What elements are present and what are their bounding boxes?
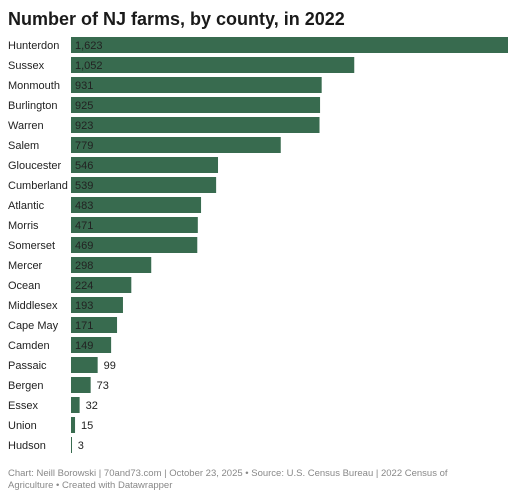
value-label: 193: [75, 300, 93, 312]
category-label: Monmouth: [8, 80, 60, 92]
value-label: 171: [75, 320, 93, 332]
category-label: Passaic: [8, 360, 47, 372]
value-label: 469: [75, 240, 93, 252]
category-label: Sussex: [8, 60, 45, 72]
category-label: Camden: [8, 340, 50, 352]
value-label: 149: [75, 340, 93, 352]
category-label: Morris: [8, 220, 39, 232]
value-label: 32: [86, 400, 98, 412]
category-label: Essex: [8, 400, 38, 412]
value-label: 931: [75, 80, 93, 92]
bar: [71, 217, 198, 233]
bar: [71, 37, 508, 53]
value-label: 224: [75, 280, 93, 292]
category-label: Hunterdon: [8, 40, 59, 52]
chart-title: Number of NJ farms, by county, in 2022: [8, 9, 345, 29]
category-label: Somerset: [8, 240, 55, 252]
value-label: 546: [75, 160, 93, 172]
category-label: Hudson: [8, 440, 46, 452]
bar: [71, 357, 98, 373]
value-label: 99: [104, 360, 116, 372]
value-label: 925: [75, 100, 93, 112]
value-label: 471: [75, 220, 93, 232]
bar: [71, 157, 219, 173]
bar: [71, 277, 132, 293]
category-label: Union: [8, 420, 37, 432]
category-label: Cape May: [8, 320, 59, 332]
category-label: Bergen: [8, 380, 43, 392]
bar: [71, 197, 202, 213]
category-label: Cumberland: [8, 180, 68, 192]
value-label: 1,623: [75, 40, 103, 52]
bar: [71, 317, 118, 333]
bar: [71, 377, 91, 393]
bar: [71, 337, 112, 353]
value-label: 73: [97, 380, 109, 392]
value-label: 298: [75, 260, 93, 272]
bar: [71, 137, 281, 153]
category-label: Mercer: [8, 260, 43, 272]
category-label: Burlington: [8, 100, 58, 112]
bar: [71, 57, 355, 73]
chart: Number of NJ farms, by county, in 2022 H…: [8, 9, 508, 453]
category-label: Ocean: [8, 280, 40, 292]
bar: [71, 177, 217, 193]
value-label: 483: [75, 200, 93, 212]
category-label: Gloucester: [8, 160, 62, 172]
bar: [71, 237, 198, 253]
bar: [71, 117, 320, 133]
bar: [71, 97, 321, 113]
source-note: Chart: Neill Borowski | 70and73.com | Oc…: [8, 468, 448, 491]
value-label: 923: [75, 120, 93, 132]
value-label: 779: [75, 140, 93, 152]
bar: [71, 397, 80, 413]
bar: [71, 437, 72, 453]
bar: [71, 77, 322, 93]
value-label: 539: [75, 180, 93, 192]
value-label: 3: [78, 440, 84, 452]
bar: [71, 297, 123, 313]
bar: [71, 417, 76, 433]
bar: [71, 257, 152, 273]
category-label: Middlesex: [8, 300, 58, 312]
category-label: Atlantic: [8, 200, 45, 212]
value-label: 15: [81, 420, 93, 432]
category-label: Warren: [8, 120, 44, 132]
value-label: 1,052: [75, 60, 103, 72]
category-label: Salem: [8, 140, 39, 152]
